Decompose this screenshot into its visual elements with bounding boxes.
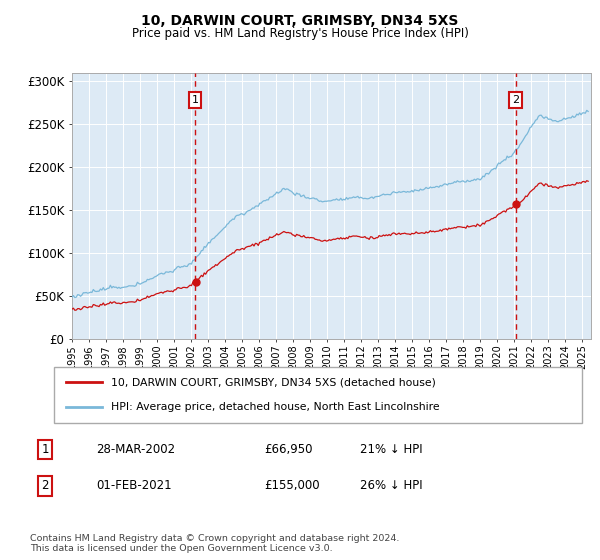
Text: 10, DARWIN COURT, GRIMSBY, DN34 5XS (detached house): 10, DARWIN COURT, GRIMSBY, DN34 5XS (det… <box>111 377 436 388</box>
Text: 28-MAR-2002: 28-MAR-2002 <box>96 443 175 456</box>
Text: 2: 2 <box>41 479 49 492</box>
Text: 01-FEB-2021: 01-FEB-2021 <box>96 479 172 492</box>
Text: 26% ↓ HPI: 26% ↓ HPI <box>360 479 422 492</box>
Text: £66,950: £66,950 <box>264 443 313 456</box>
Text: 1: 1 <box>41 443 49 456</box>
Text: HPI: Average price, detached house, North East Lincolnshire: HPI: Average price, detached house, Nort… <box>111 402 440 412</box>
Text: Price paid vs. HM Land Registry's House Price Index (HPI): Price paid vs. HM Land Registry's House … <box>131 27 469 40</box>
Text: 21% ↓ HPI: 21% ↓ HPI <box>360 443 422 456</box>
Text: 1: 1 <box>191 95 199 105</box>
Text: 10, DARWIN COURT, GRIMSBY, DN34 5XS: 10, DARWIN COURT, GRIMSBY, DN34 5XS <box>142 14 458 28</box>
Text: Contains HM Land Registry data © Crown copyright and database right 2024.
This d: Contains HM Land Registry data © Crown c… <box>30 534 400 553</box>
Text: £155,000: £155,000 <box>264 479 320 492</box>
Text: 2: 2 <box>512 95 520 105</box>
